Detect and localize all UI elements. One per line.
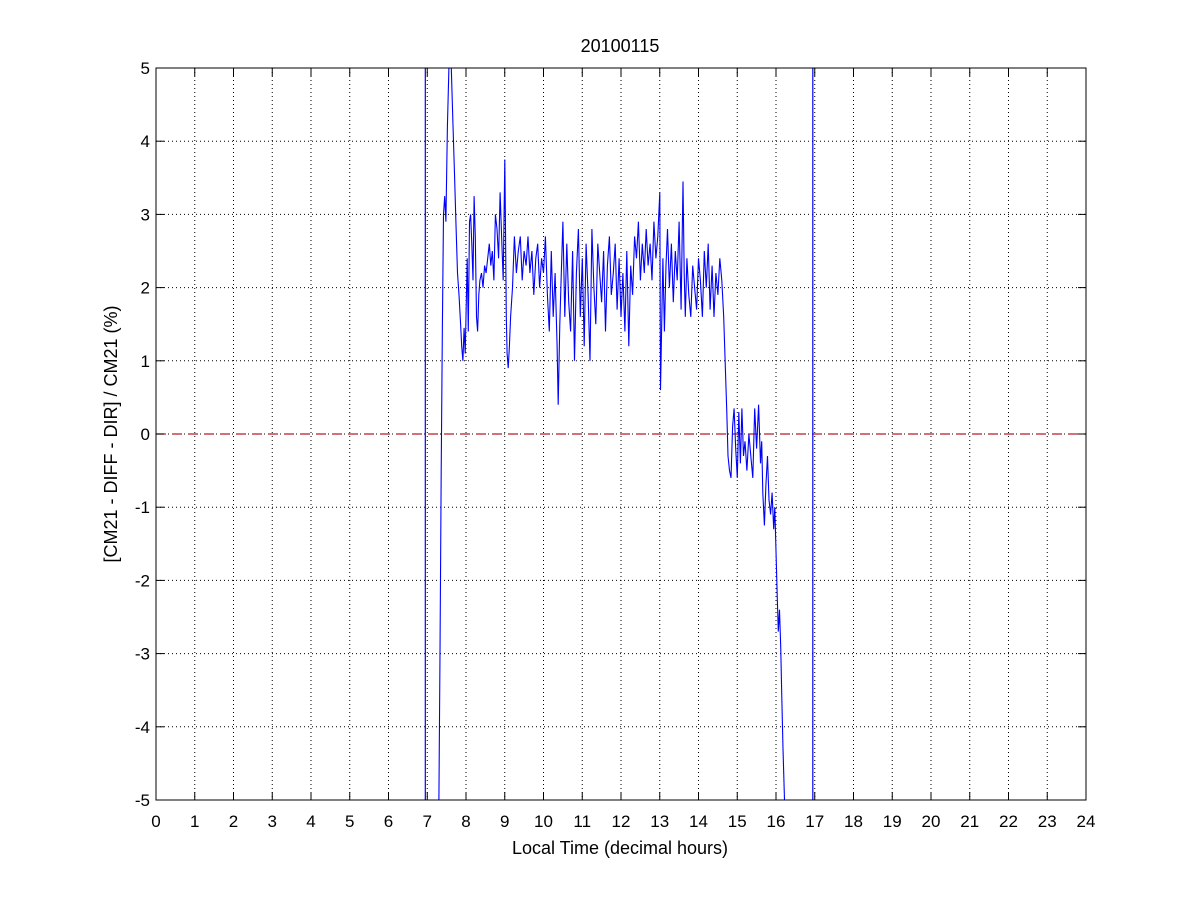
y-tick-label: -5 bbox=[135, 791, 150, 810]
x-tick-label: 11 bbox=[573, 812, 591, 831]
y-tick-label: -1 bbox=[135, 498, 150, 517]
y-tick-label: 0 bbox=[141, 425, 150, 444]
x-tick-label: 9 bbox=[500, 812, 509, 831]
x-tick-label: 2 bbox=[229, 812, 238, 831]
x-tick-label: 18 bbox=[844, 812, 863, 831]
x-tick-label: 4 bbox=[306, 812, 315, 831]
y-tick-label: 5 bbox=[141, 59, 150, 78]
x-axis-ticks: 0 1 2 3 4 5 6 7 8 9 10 11 12 13 14 15 16 17 18 19 20 21 22 23 24 bbox=[151, 68, 1095, 831]
x-tick-label: 23 bbox=[1038, 812, 1057, 831]
y-tick-label: 3 bbox=[141, 205, 150, 224]
x-tick-label: 17 bbox=[805, 812, 824, 831]
x-tick-label: 21 bbox=[960, 812, 979, 831]
y-axis-ticks: -5 -4 -3 -2 -1 0 1 2 3 4 5 bbox=[135, 59, 1086, 810]
data-series-line bbox=[438, 67, 786, 801]
x-tick-label: 15 bbox=[728, 812, 747, 831]
x-tick-label: 8 bbox=[461, 812, 470, 831]
x-tick-label: 20 bbox=[922, 812, 941, 831]
x-axis-label: Local Time (decimal hours) bbox=[512, 838, 728, 858]
y-tick-label: -4 bbox=[135, 718, 150, 737]
x-tick-label: 24 bbox=[1077, 812, 1096, 831]
y-tick-label: 1 bbox=[141, 352, 150, 371]
x-tick-label: 6 bbox=[384, 812, 393, 831]
x-tick-label: 16 bbox=[767, 812, 786, 831]
y-tick-label: -2 bbox=[135, 571, 150, 590]
y-tick-label: 4 bbox=[141, 132, 150, 151]
chart-title: 20100115 bbox=[581, 36, 660, 56]
x-tick-label: 5 bbox=[345, 812, 354, 831]
y-axis-label: [CM21 - DIFF - DIR] / CM21 (%) bbox=[101, 305, 121, 562]
x-tick-label: 3 bbox=[268, 812, 277, 831]
y-tick-label: -3 bbox=[135, 645, 150, 664]
x-tick-label: 13 bbox=[650, 812, 669, 831]
x-tick-label: 7 bbox=[423, 812, 432, 831]
y-tick-label: 2 bbox=[141, 279, 150, 298]
x-tick-label: 22 bbox=[999, 812, 1018, 831]
x-tick-label: 14 bbox=[689, 812, 708, 831]
x-tick-label: 0 bbox=[151, 812, 160, 831]
x-tick-label: 19 bbox=[883, 812, 902, 831]
vertical-markers bbox=[424, 68, 814, 800]
x-tick-label: 1 bbox=[190, 812, 199, 831]
x-tick-label: 10 bbox=[534, 812, 553, 831]
x-tick-label: 12 bbox=[612, 812, 631, 831]
